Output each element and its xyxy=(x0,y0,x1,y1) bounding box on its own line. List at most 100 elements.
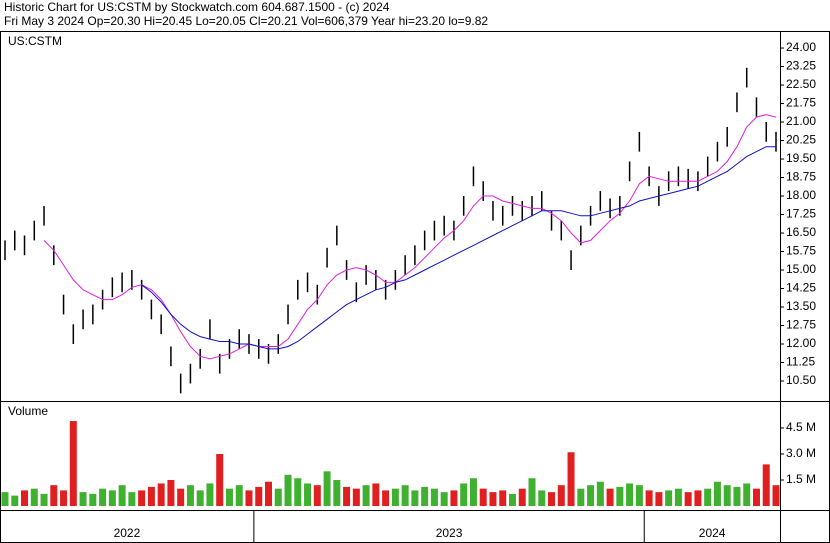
volume-bar xyxy=(713,481,721,506)
volume-bar xyxy=(674,488,682,506)
chart-subtitle: Fri May 3 2024 Op=20.30 Hi=20.45 Lo=20.0… xyxy=(4,14,488,28)
volume-bar xyxy=(411,490,419,506)
volume-bar xyxy=(255,486,263,506)
volume-bar xyxy=(460,483,468,506)
y-tick-label: 17.25 xyxy=(786,207,816,221)
y-tick-label: 11.25 xyxy=(786,355,815,369)
volume-bar xyxy=(99,488,107,506)
y-tick-label: 21.75 xyxy=(786,96,816,110)
y-tick-label: 10.50 xyxy=(786,373,816,387)
volume-bar xyxy=(343,486,351,506)
volume-bar xyxy=(294,478,302,506)
volume-bar xyxy=(704,488,712,506)
volume-bar xyxy=(284,474,292,506)
chart-frame xyxy=(0,31,830,543)
volume-bar xyxy=(567,452,575,506)
volume-bar xyxy=(391,488,399,506)
volume-bar xyxy=(626,483,634,506)
volume-bar xyxy=(596,481,604,506)
volume-bar xyxy=(733,486,741,506)
volume-bar xyxy=(60,490,68,506)
y-tick-label: 16.50 xyxy=(786,225,816,239)
volume-bar xyxy=(616,486,624,506)
volume-bar xyxy=(645,490,653,506)
volume-bar xyxy=(450,490,458,506)
volume-bar xyxy=(548,492,556,506)
volume-bar xyxy=(430,488,438,506)
volume-bar xyxy=(577,488,585,506)
moving-average xyxy=(141,146,776,350)
y-tick-label: 12.00 xyxy=(786,336,816,350)
volume-bar xyxy=(196,490,204,506)
volume-bar xyxy=(382,490,390,506)
volume-bar xyxy=(30,488,38,506)
volume-bar xyxy=(635,485,643,506)
y-tick-label: 18.00 xyxy=(786,188,816,202)
chart-title: Historic Chart for US:CSTM by Stockwatch… xyxy=(4,0,390,14)
volume-bar xyxy=(186,485,194,506)
volume-bar xyxy=(157,483,165,506)
volume-bar xyxy=(274,488,282,506)
volume-bar xyxy=(108,490,116,506)
moving-average xyxy=(43,114,777,360)
volume-bar xyxy=(469,478,477,506)
volume-bar xyxy=(587,485,595,506)
volume-bar xyxy=(245,490,253,506)
volume-bar xyxy=(518,488,526,506)
volume-bar xyxy=(655,492,663,506)
volume-bar xyxy=(684,492,692,506)
volume-bar xyxy=(40,493,48,506)
volume-bar xyxy=(694,490,702,506)
volume-bar xyxy=(323,471,331,506)
volume-bar xyxy=(79,492,87,506)
volume-bar xyxy=(128,492,136,506)
volume-bar xyxy=(440,492,448,506)
volume-bar xyxy=(743,483,751,506)
volume-bar xyxy=(69,421,77,506)
volume-bar xyxy=(538,490,546,506)
volume-bar xyxy=(21,490,29,506)
volume-bar xyxy=(489,492,497,506)
y-tick-label: 20.25 xyxy=(786,133,816,147)
volume-bar xyxy=(313,485,321,506)
volume-bar xyxy=(89,493,97,506)
volume-bar xyxy=(362,485,370,506)
x-tick-label: 2023 xyxy=(436,526,463,540)
volume-bar xyxy=(557,485,565,506)
volume-bar xyxy=(752,488,760,506)
volume-bar xyxy=(333,479,341,506)
volume-bar xyxy=(772,485,780,506)
volume-bar xyxy=(372,483,380,506)
volume-bar xyxy=(118,485,126,506)
volume-bar xyxy=(508,493,516,506)
volume-bar xyxy=(499,490,507,506)
y-tick-label: 19.50 xyxy=(786,151,816,165)
volume-bar xyxy=(421,486,429,506)
volume-bar xyxy=(225,488,233,506)
volume-bar xyxy=(479,488,487,506)
volume-bar xyxy=(665,490,673,506)
volume-bar xyxy=(401,485,409,506)
volume-bar xyxy=(528,478,536,506)
volume-bar xyxy=(265,481,273,506)
volume-bar xyxy=(216,453,224,506)
y-tick-label: 22.50 xyxy=(786,77,816,91)
volume-bar xyxy=(235,485,243,506)
y-tick-label: 21.00 xyxy=(786,114,816,128)
y-tick-label: 13.50 xyxy=(786,299,816,313)
symbol-label: US:CSTM xyxy=(8,34,62,48)
y-tick-label: 23.25 xyxy=(786,59,816,73)
y-tick-label: 15.75 xyxy=(786,244,816,258)
volume-bar xyxy=(138,490,146,506)
y2-tick-label: 4.5 M xyxy=(786,420,816,434)
x-tick-label: 2024 xyxy=(699,526,726,540)
volume-bar xyxy=(11,495,19,506)
y-tick-label: 15.00 xyxy=(786,262,816,276)
volume-bar xyxy=(762,464,770,506)
volume-bar xyxy=(352,488,360,506)
y2-tick-label: 3.0 M xyxy=(786,446,816,460)
y-tick-label: 18.75 xyxy=(786,170,816,184)
volume-bar xyxy=(167,479,175,506)
volume-bar xyxy=(1,492,9,506)
